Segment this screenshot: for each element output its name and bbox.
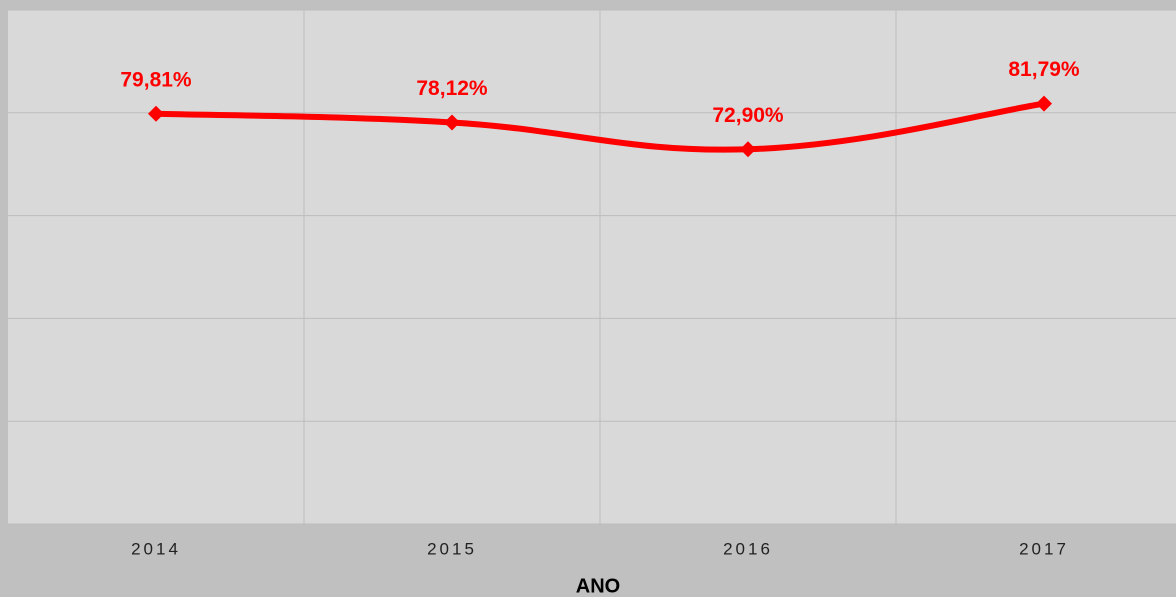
point-marker xyxy=(148,105,164,122)
point-marker xyxy=(444,114,460,131)
data-label: 79,81% xyxy=(120,68,192,91)
series-line xyxy=(155,100,1045,153)
x-tick-label: 2015 xyxy=(427,539,477,558)
point-marker xyxy=(740,141,756,158)
data-label: 72,90% xyxy=(712,104,784,127)
x-tick-label: 2014 xyxy=(131,539,181,558)
plot-area xyxy=(8,10,1176,524)
data-label: 81,79% xyxy=(1008,58,1080,81)
x-tick-label: 2016 xyxy=(723,539,773,558)
x-axis-label: ANO xyxy=(576,575,620,597)
point-marker xyxy=(1036,95,1052,112)
data-label: 78,12% xyxy=(416,77,488,100)
x-tick-label: 2017 xyxy=(1019,539,1069,558)
